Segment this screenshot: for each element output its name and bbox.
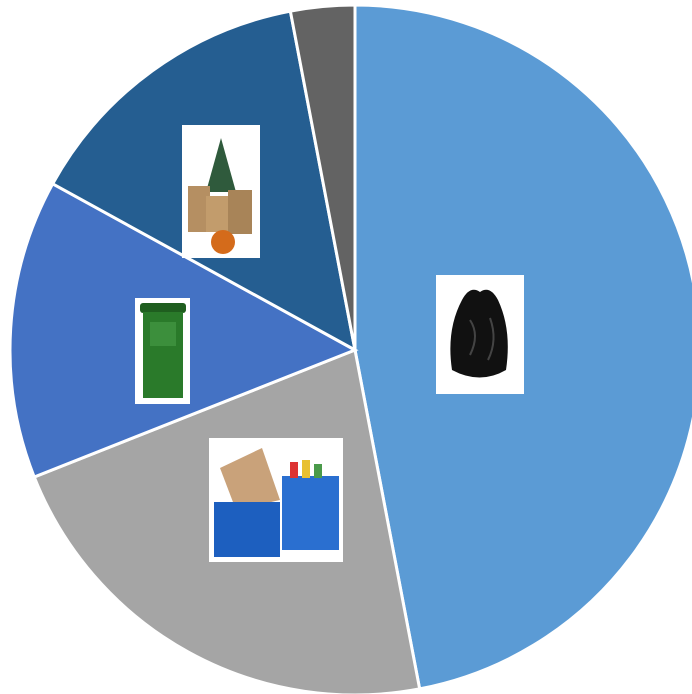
slice-icons bbox=[135, 125, 524, 562]
pie bbox=[8, 3, 692, 694]
pie-slice bbox=[288, 3, 357, 351]
yard-waste-icon bbox=[182, 125, 260, 258]
green-bin-icon bbox=[135, 298, 190, 404]
garbage-bag-icon bbox=[436, 275, 524, 394]
recycling-icon bbox=[209, 438, 343, 562]
